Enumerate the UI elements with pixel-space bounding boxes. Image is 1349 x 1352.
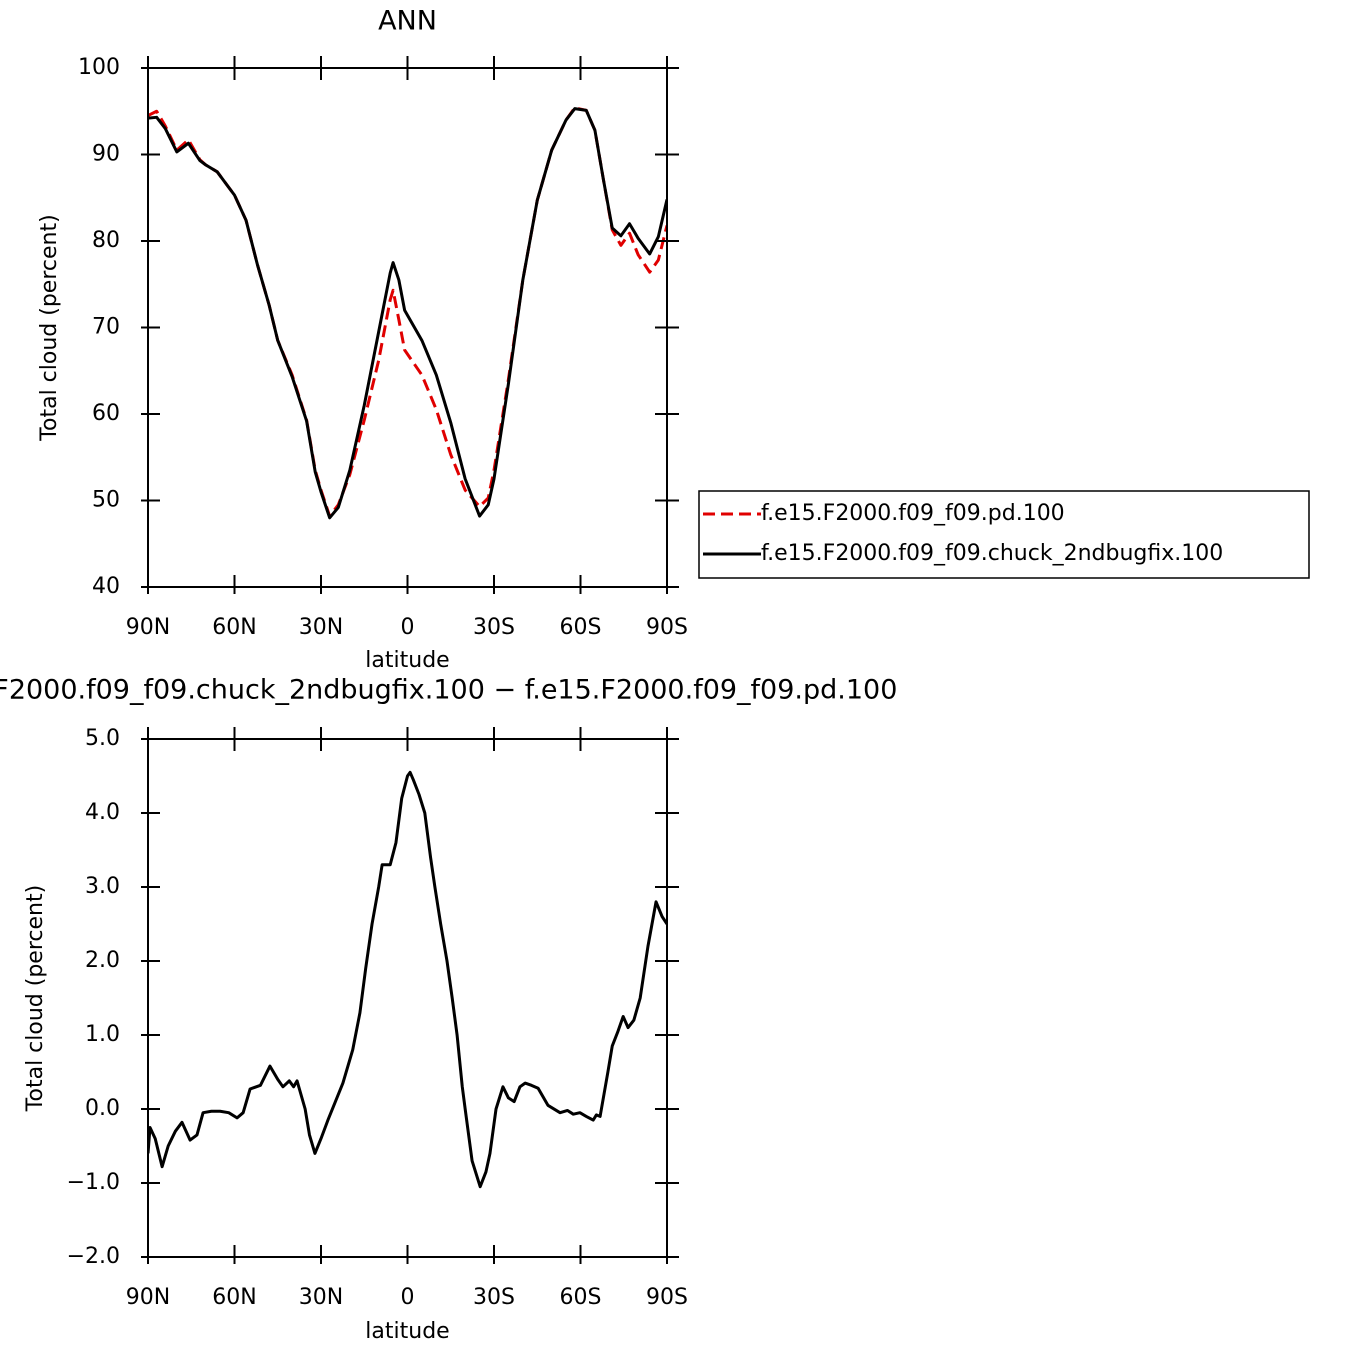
y-tick-label: 5.0 — [85, 726, 120, 751]
y-tick-label: 90 — [92, 142, 120, 167]
x-tick-label: 60N — [212, 615, 256, 640]
y-tick-label: 70 — [92, 315, 120, 340]
plot-area — [148, 106, 667, 520]
y-tick-label: 3.0 — [85, 874, 120, 899]
x-tick-label: 90N — [126, 615, 170, 640]
y-tick-label: 50 — [92, 488, 120, 513]
x-axis-label: latitude — [365, 648, 449, 673]
chart-title: f.e15.F2000.f09_f09.chuck_2ndbugfix.100 … — [0, 675, 897, 706]
legend-box — [698, 490, 1310, 579]
plot-frame — [147, 738, 668, 1258]
x-tick-label: 30S — [473, 615, 515, 640]
x-tick-label: 30S — [473, 1285, 515, 1310]
x-tick-label: 0 — [401, 1285, 415, 1310]
x-tick-label: 90S — [646, 1285, 688, 1310]
x-tick-label: 90S — [646, 615, 688, 640]
plot-frame — [147, 67, 668, 588]
data-line — [148, 107, 667, 520]
y-tick-label: 100 — [78, 55, 120, 80]
y-tick-label: 40 — [92, 574, 120, 599]
x-axis-label: latitude — [365, 1319, 449, 1344]
y-axis-label: Total cloud (percent) — [37, 214, 62, 441]
x-tick-label: 30N — [299, 1285, 343, 1310]
y-tick-label: 80 — [92, 228, 120, 253]
y-tick-label: 4.0 — [85, 800, 120, 825]
y-tick-label: 0.0 — [85, 1096, 120, 1121]
x-tick-label: 0 — [401, 615, 415, 640]
x-tick-label: 90N — [126, 1285, 170, 1310]
data-line — [148, 770, 667, 1189]
legend-label: f.e15.F2000.f09_f09.chuck_2ndbugfix.100 — [761, 541, 1223, 566]
y-tick-label: −2.0 — [67, 1244, 120, 1269]
x-tick-label: 60N — [212, 1285, 256, 1310]
y-tick-label: 2.0 — [85, 948, 120, 973]
x-tick-label: 30N — [299, 615, 343, 640]
legend-label: f.e15.F2000.f09_f09.pd.100 — [761, 501, 1065, 526]
data-line — [148, 106, 667, 518]
chart-title: ANN — [378, 6, 437, 37]
plot-area — [148, 770, 667, 1189]
y-axis-label: Total cloud (percent) — [23, 885, 48, 1112]
x-tick-label: 60S — [560, 615, 602, 640]
y-tick-label: −1.0 — [67, 1170, 120, 1195]
x-tick-label: 60S — [560, 1285, 602, 1310]
y-tick-label: 60 — [92, 401, 120, 426]
y-tick-label: 1.0 — [85, 1022, 120, 1047]
